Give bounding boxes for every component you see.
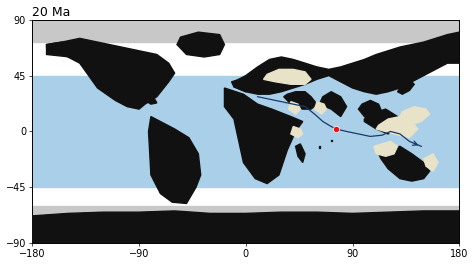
Polygon shape [224, 88, 303, 184]
Polygon shape [398, 79, 414, 94]
Polygon shape [46, 38, 174, 109]
Polygon shape [284, 92, 317, 109]
Polygon shape [232, 79, 252, 92]
Polygon shape [32, 20, 459, 42]
Polygon shape [379, 146, 429, 181]
Polygon shape [32, 206, 459, 243]
Polygon shape [289, 102, 301, 114]
Polygon shape [32, 211, 459, 218]
Polygon shape [319, 92, 346, 117]
Polygon shape [358, 100, 382, 122]
Polygon shape [376, 117, 418, 138]
Polygon shape [32, 76, 459, 187]
Polygon shape [374, 142, 398, 156]
Polygon shape [264, 69, 311, 84]
Polygon shape [331, 140, 332, 142]
Polygon shape [234, 32, 459, 94]
Polygon shape [151, 129, 158, 136]
Text: 20 Ma: 20 Ma [32, 6, 71, 19]
Polygon shape [315, 102, 327, 114]
Polygon shape [296, 144, 305, 162]
Polygon shape [148, 117, 201, 204]
Polygon shape [291, 126, 303, 138]
Polygon shape [145, 97, 157, 104]
Polygon shape [46, 42, 74, 57]
Polygon shape [365, 109, 400, 134]
Polygon shape [319, 146, 320, 148]
Polygon shape [398, 107, 429, 125]
Polygon shape [177, 32, 224, 57]
Polygon shape [32, 216, 459, 243]
Polygon shape [424, 154, 438, 171]
